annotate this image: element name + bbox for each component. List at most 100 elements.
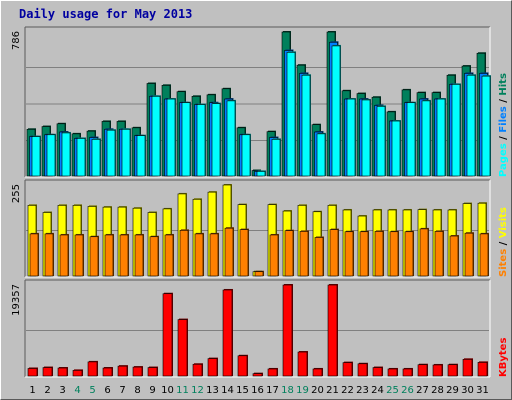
bar-sites-day-27 — [419, 228, 429, 277]
bar-kbytes-day-14 — [222, 289, 233, 377]
day-label-4: 4 — [74, 385, 80, 396]
bar-sites-day-21 — [329, 229, 339, 277]
bar-kbytes-day-7 — [117, 365, 128, 377]
bar-pages-day-21 — [331, 45, 341, 177]
day-label-7: 7 — [119, 385, 125, 396]
bar-kbytes-day-1 — [27, 368, 38, 377]
bar-kbytes-day-12 — [192, 363, 203, 377]
chart-title: Daily usage for May 2013 — [19, 7, 193, 21]
day-label-8: 8 — [134, 385, 140, 396]
bar-pages-day-9 — [151, 96, 161, 177]
day-label-28: 28 — [431, 385, 444, 396]
bar-sites-day-7 — [119, 234, 129, 277]
bar-pages-day-23 — [361, 99, 371, 177]
bar-sites-day-24 — [374, 231, 384, 277]
bar-sites-day-14 — [224, 227, 234, 277]
bar-kbytes-day-3 — [57, 367, 68, 377]
bar-pages-day-2 — [46, 134, 56, 177]
bar-kbytes-day-29 — [447, 364, 458, 377]
day-label-13: 13 — [206, 385, 219, 396]
bar-sites-day-2 — [44, 233, 54, 277]
bar-sites-day-5 — [89, 236, 99, 277]
day-label-9: 9 — [149, 385, 155, 396]
legend-item-kbytes: KBytes — [498, 338, 509, 377]
legend-item-pages: Pages — [498, 140, 509, 177]
bar-kbytes-day-5 — [87, 361, 98, 377]
bar-sites-day-22 — [344, 231, 354, 277]
legend-item-slash: / — [498, 133, 509, 140]
day-label-14: 14 — [221, 385, 234, 396]
bar-kbytes-day-23 — [357, 363, 368, 377]
day-label-10: 10 — [161, 385, 174, 396]
day-label-3: 3 — [59, 385, 65, 396]
day-label-6: 6 — [104, 385, 110, 396]
day-label-18: 18 — [281, 385, 294, 396]
bar-sites-day-13 — [209, 233, 219, 277]
bar-sites-day-20 — [314, 237, 324, 277]
bar-pages-day-16 — [256, 171, 266, 177]
bar-sites-day-3 — [59, 234, 69, 277]
bar-sites-day-28 — [434, 231, 444, 277]
bar-kbytes-day-31 — [477, 362, 488, 377]
bar-kbytes-day-27 — [417, 364, 428, 377]
bar-kbytes-day-6 — [102, 367, 113, 377]
bar-pages-day-31 — [481, 75, 491, 177]
legend-item-visits: Visits — [498, 207, 509, 238]
bar-pages-day-7 — [121, 128, 131, 177]
day-label-21: 21 — [326, 385, 339, 396]
bar-sites-day-10 — [164, 234, 174, 277]
bar-sites-day-23 — [359, 231, 369, 277]
bar-kbytes-day-20 — [312, 368, 323, 377]
bar-sites-day-4 — [74, 234, 84, 277]
bar-pages-day-30 — [466, 74, 476, 177]
bar-sites-day-25 — [389, 231, 399, 277]
bar-kbytes-day-19 — [297, 351, 308, 377]
day-label-23: 23 — [356, 385, 369, 396]
day-label-1: 1 — [29, 385, 35, 396]
bar-kbytes-day-8 — [132, 366, 143, 377]
legend-item-slash: / — [498, 238, 509, 245]
bar-pages-day-18 — [286, 52, 296, 177]
day-label-11: 11 — [176, 385, 189, 396]
bar-pages-day-12 — [196, 104, 206, 177]
bar-pages-day-4 — [76, 138, 86, 177]
bar-pages-day-22 — [346, 98, 356, 177]
bar-pages-day-20 — [316, 133, 326, 177]
bar-sites-day-26 — [404, 231, 414, 277]
day-label-31: 31 — [476, 385, 489, 396]
bar-pages-day-29 — [451, 84, 461, 177]
bar-kbytes-day-26 — [402, 368, 413, 377]
bar-pages-day-6 — [106, 129, 116, 177]
bar-sites-day-9 — [149, 236, 159, 277]
day-label-30: 30 — [461, 385, 474, 396]
bar-pages-day-10 — [166, 98, 176, 177]
bar-kbytes-day-4 — [72, 370, 83, 377]
day-label-27: 27 — [416, 385, 429, 396]
bar-pages-day-15 — [241, 134, 251, 177]
panel-3-ymax-label: 19357 — [11, 284, 22, 316]
bar-pages-day-13 — [211, 103, 221, 177]
bar-kbytes-day-25 — [387, 368, 398, 377]
bar-sites-day-19 — [299, 231, 309, 277]
bar-sites-day-29 — [449, 235, 459, 277]
bar-kbytes-day-28 — [432, 364, 443, 377]
day-label-5: 5 — [89, 385, 95, 396]
bar-sites-day-1 — [29, 233, 39, 277]
legend-item-hits: Hits — [498, 73, 509, 96]
bar-kbytes-day-16 — [252, 373, 263, 377]
bar-kbytes-day-2 — [42, 367, 53, 377]
panel-3-background — [25, 280, 490, 377]
day-label-29: 29 — [446, 385, 459, 396]
bar-pages-day-17 — [271, 139, 281, 177]
bar-pages-day-26 — [406, 102, 416, 177]
bar-sites-day-30 — [464, 232, 474, 277]
bar-pages-day-27 — [421, 100, 431, 177]
panel-1-legend: Pages / Files / Hits — [498, 73, 509, 177]
panel-3-legend: KBytes — [498, 338, 509, 377]
bar-sites-day-18 — [284, 230, 294, 277]
bar-kbytes-day-30 — [462, 359, 473, 377]
bar-pages-day-24 — [376, 106, 386, 177]
bar-kbytes-day-15 — [237, 355, 248, 377]
bar-sites-day-12 — [194, 233, 204, 277]
bar-kbytes-day-11 — [177, 319, 188, 377]
